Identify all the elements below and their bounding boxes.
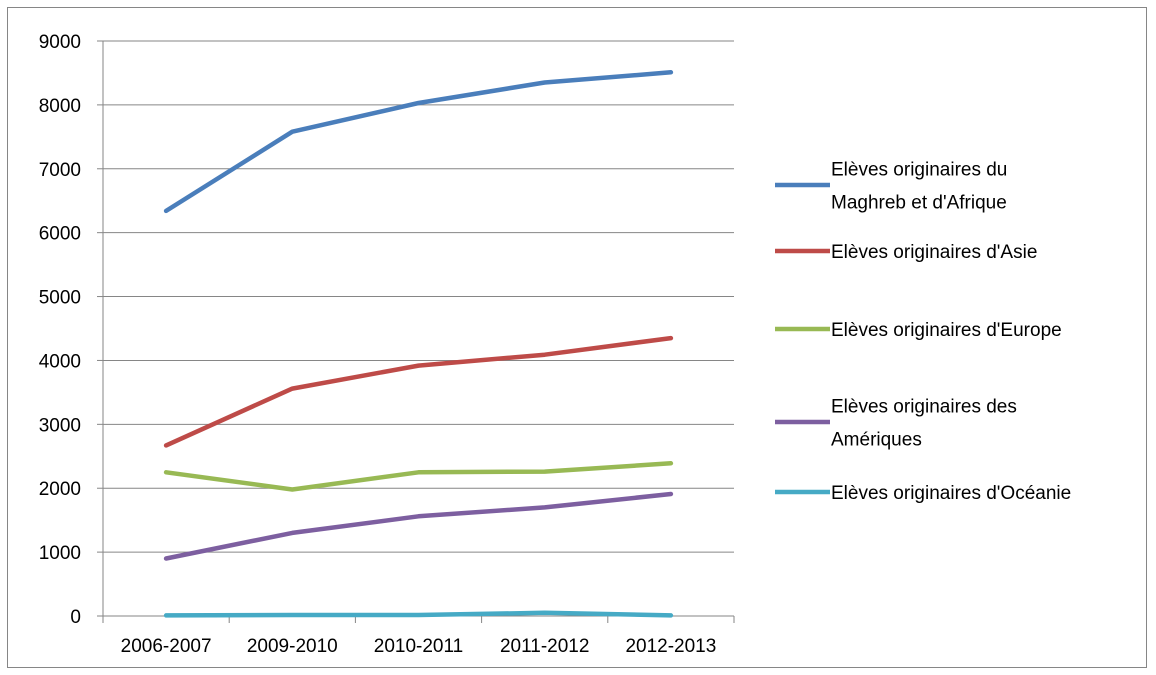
legend-entry-0: Elèves originaires du Maghreb et d'Afriqu… (775, 160, 1007, 214)
legend-label: Elèves originaires d'Europe (831, 320, 1062, 341)
series-lines (163, 70, 674, 618)
x-tick-label: 2011-2012 (500, 636, 589, 657)
series-line-4 (163, 610, 674, 618)
legend-label: Amériques (831, 430, 922, 451)
y-tick-label: 7000 (39, 160, 81, 181)
y-tick-label: 9000 (39, 32, 81, 53)
y-tick-label: 3000 (39, 415, 81, 436)
legend-label: Maghreb et d'Afrique (831, 193, 1007, 214)
legend-entry-2: Elèves originaires d'Europe (775, 320, 1062, 341)
axes: 0 1000 2000 3000 4000 5000 6000 7000 8000 9000 200… (39, 32, 735, 657)
y-tick-label: 1000 (39, 543, 81, 564)
y-tick-label: 8000 (39, 96, 81, 117)
x-tick-label: 2006-2007 (121, 636, 212, 657)
legend-label: Elèves originaires d'Asie (831, 242, 1037, 263)
x-tick-label: 2012-2013 (625, 636, 716, 657)
y-tick-label: 0 (70, 607, 81, 628)
legend-entry-1: Elèves originaires d'Asie (775, 242, 1037, 263)
series-line-2 (163, 461, 674, 492)
y-tick-label: 4000 (39, 351, 81, 372)
series-line-0 (163, 70, 674, 214)
y-tick-label: 2000 (39, 479, 81, 500)
legend-entry-4: Elèves originaires d'Océanie (775, 483, 1071, 504)
legend-label: Elèves originaires du (831, 160, 1007, 181)
y-tick-label: 5000 (39, 288, 81, 309)
series-line-1 (163, 335, 674, 448)
y-tick-label: 6000 (39, 224, 81, 245)
x-tick-label: 2009-2010 (247, 636, 338, 657)
legend-entry-3: Elèves originaires des Amériques (775, 397, 1017, 451)
x-tick-label: 2010-2011 (374, 636, 463, 657)
chart-frame (7, 7, 1147, 668)
legend-label: Elèves originaires d'Océanie (831, 483, 1071, 504)
legend-label: Elèves originaires des (831, 397, 1017, 418)
legend: Elèves originaires du Maghreb et d'Afriqu… (775, 160, 1071, 504)
series-line-3 (163, 491, 674, 561)
